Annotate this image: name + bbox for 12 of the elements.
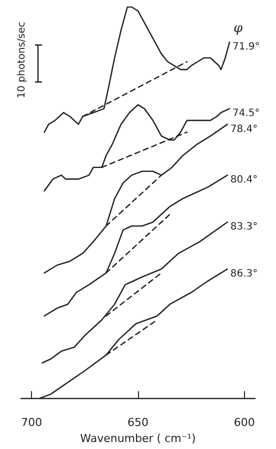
x-axis-title: Wavenumber ( cm⁻¹): [80, 432, 196, 445]
annotation: 10 photons/sec: [16, 22, 28, 98]
series-label: 86.3°: [230, 268, 258, 280]
series-label: 74.5°: [232, 108, 260, 120]
series-label: 78.4°: [230, 124, 258, 135]
legend-title: φ: [234, 21, 244, 36]
x-tick-label: 650: [128, 416, 148, 430]
series-label: 80.4°: [230, 174, 258, 186]
series-label: 71.9°: [232, 42, 260, 53]
x-tick-label: 600: [234, 416, 255, 430]
x-tick-label: 700: [21, 416, 42, 430]
series-label: 83.3°: [230, 222, 258, 233]
